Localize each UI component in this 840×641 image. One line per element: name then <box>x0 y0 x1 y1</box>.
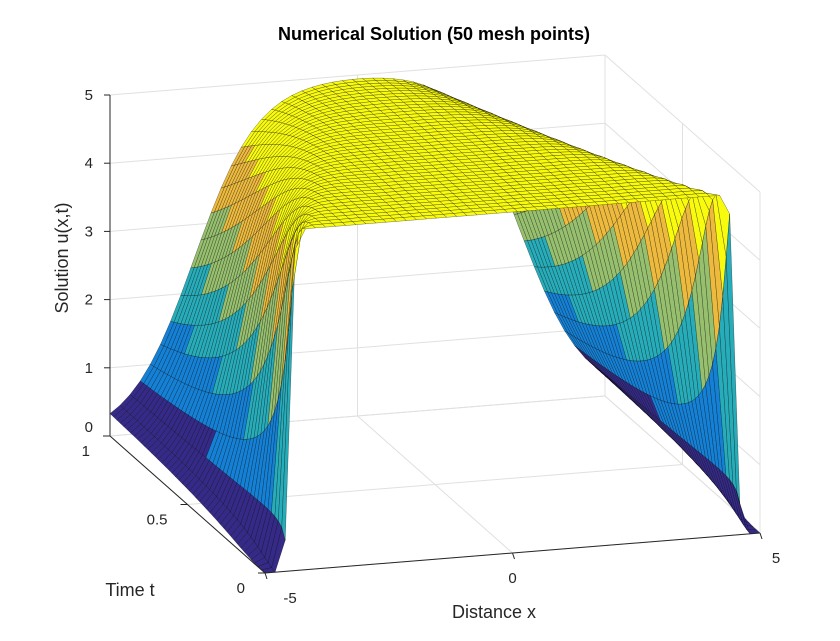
x-tick-label: 5 <box>772 550 780 567</box>
x-tick-label: 0 <box>508 570 516 587</box>
solution-surface <box>109 77 761 574</box>
z-tick-label: 0 <box>85 419 93 436</box>
axis-ticks: -5 0 5 0 0.5 1 0 1 2 3 4 5 <box>82 87 781 607</box>
y-tick-label: 1 <box>82 443 90 460</box>
y-axis-label: Time t <box>105 580 154 600</box>
x-axis-label: Distance x <box>452 602 536 622</box>
z-tick-label: 3 <box>85 223 93 240</box>
z-tick-label: 2 <box>85 292 93 309</box>
side-wall-grid-line <box>604 54 761 193</box>
x-tick-label: -5 <box>283 590 296 607</box>
x-axis-line <box>264 532 761 574</box>
back-wall-grid-line <box>109 54 606 96</box>
y-tick-label: 0.5 <box>147 512 168 529</box>
z-tick-label: 4 <box>85 155 93 172</box>
x-tick-mark <box>512 552 515 560</box>
z-tick-label: 1 <box>85 360 93 377</box>
y-tick-label: 0 <box>237 580 245 597</box>
z-tick-label: 5 <box>85 87 93 104</box>
z-axis-label: Solution u(x,t) <box>52 202 72 313</box>
chart-title: Numerical Solution (50 mesh points) <box>278 24 590 44</box>
y-axis-line <box>109 435 266 574</box>
x-tick-mark <box>759 532 763 540</box>
x-tick-mark <box>264 572 268 580</box>
